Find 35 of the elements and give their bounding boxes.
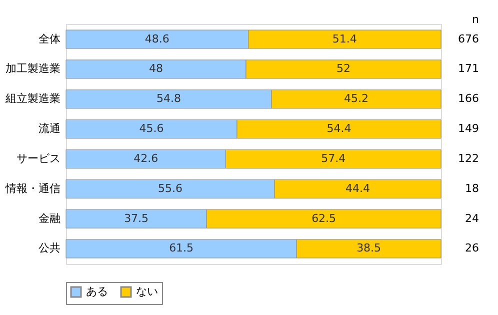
data-label: 57.4 xyxy=(321,152,346,165)
y-tick-label: 全体 xyxy=(38,32,60,46)
text: 171 xyxy=(458,62,479,76)
data-label: 45.2 xyxy=(344,92,368,106)
text: 149 xyxy=(458,122,479,136)
data-label: 48.6 xyxy=(144,32,170,46)
y-tick-label: 公共 xyxy=(38,242,60,255)
data-label: 54.4 xyxy=(326,122,352,136)
legend-label: ある xyxy=(86,285,108,298)
y-tick-label: 流通 xyxy=(38,122,60,136)
data-label: 44.4 xyxy=(346,182,370,195)
y-tick-label: 組立製造業 xyxy=(4,92,60,106)
data-label: 62.5 xyxy=(312,212,336,225)
data-label: 52 xyxy=(336,62,350,76)
text: 24 xyxy=(465,212,479,225)
data-label: 38.5 xyxy=(356,242,382,255)
data-label: 48 xyxy=(149,62,163,76)
data-label: 45.6 xyxy=(139,122,164,136)
data-label: 61.5 xyxy=(169,242,194,255)
y-tick-label: 金融 xyxy=(38,212,60,225)
text: 676 xyxy=(458,32,479,46)
text: 122 xyxy=(458,152,479,165)
data-label: 54.8 xyxy=(156,92,181,106)
data-label: 51.4 xyxy=(332,32,357,46)
y-tick-label: サービス xyxy=(16,152,60,165)
text: 166 xyxy=(458,92,479,106)
data-label: 37.5 xyxy=(124,212,149,225)
text: 18 xyxy=(465,182,479,195)
y-tick-label: 加工製造業 xyxy=(6,62,60,76)
data-label: 42.6 xyxy=(134,152,158,165)
text: n xyxy=(472,13,480,26)
legend-label: ない xyxy=(136,285,158,298)
text: 26 xyxy=(465,242,479,255)
y-tick-label: 情報・通信 xyxy=(4,182,60,195)
data-label: 55.6 xyxy=(158,182,182,195)
